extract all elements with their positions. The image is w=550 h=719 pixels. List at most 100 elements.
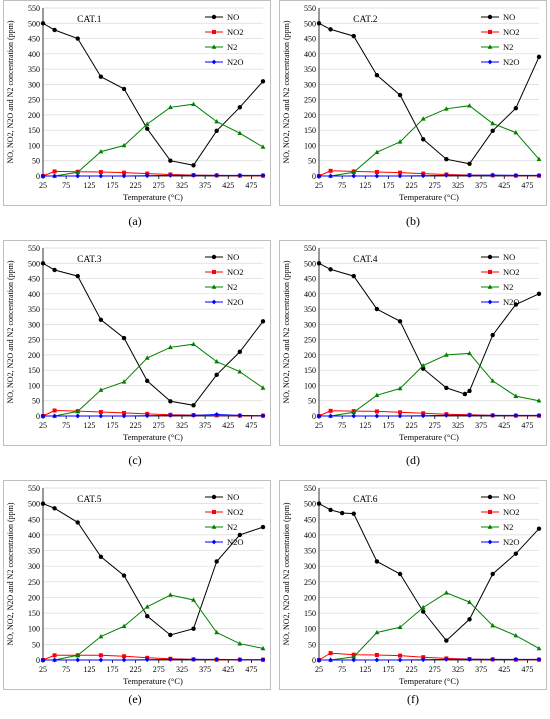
data-point-n2o: [351, 173, 357, 179]
data-point-n2: [374, 149, 380, 154]
legend-marker-no2: [212, 270, 216, 274]
legend-entry: NO2: [227, 27, 244, 37]
data-point-no: [351, 33, 356, 39]
data-point-no2: [398, 170, 403, 175]
panel-label: (a): [128, 214, 142, 228]
y-tick-label: 100: [304, 381, 316, 390]
data-point-no2: [52, 169, 57, 174]
data-point-no: [536, 526, 542, 531]
data-point-no2: [122, 410, 127, 415]
data-point-no2: [122, 170, 127, 175]
data-point-n2: [121, 142, 127, 148]
legend-marker-n2: [487, 284, 493, 289]
x-tick-label: 425: [498, 665, 510, 674]
x-tick-label: 425: [498, 181, 510, 190]
data-point-no: [214, 559, 219, 564]
legend-entry: NO2: [503, 267, 520, 277]
x-tick-label: 325: [452, 421, 464, 430]
data-point-no: [237, 532, 243, 538]
x-tick-label: 225: [406, 665, 418, 674]
data-point-no2: [328, 651, 333, 656]
data-point-n2: [397, 139, 403, 144]
x-tick-label: 475: [521, 421, 533, 430]
legend-entry: NO: [503, 492, 515, 502]
data-point-no: [260, 319, 266, 324]
data-point-n2o: [467, 656, 472, 662]
data-point-n2: [191, 101, 196, 107]
data-point-no: [145, 614, 150, 619]
data-point-no: [214, 128, 219, 133]
x-axis-label: Temperature (°C): [399, 192, 459, 202]
data-point-no: [397, 319, 403, 324]
y-tick-label: 450: [28, 275, 40, 284]
x-tick-label: 25: [39, 181, 47, 190]
y-tick-label: 500: [28, 259, 40, 268]
legend-entry: NO: [227, 252, 239, 262]
x-tick-label: 75: [62, 421, 70, 430]
y-tick-label: 550: [28, 244, 40, 253]
data-point-n2: [467, 599, 472, 604]
y-tick-label: 150: [28, 366, 40, 375]
data-point-no: [145, 126, 150, 131]
y-tick-label: 400: [304, 531, 316, 540]
legend-marker-no: [211, 14, 217, 20]
y-tick-label: 550: [304, 484, 316, 493]
data-point-no: [444, 157, 449, 162]
data-point-no: [444, 385, 449, 391]
legend-marker-n2o: [211, 539, 217, 545]
data-point-n2o: [513, 412, 519, 418]
x-tick-label: 375: [475, 421, 487, 430]
y-tick-label: 450: [28, 35, 40, 44]
y-tick-label: 300: [304, 320, 316, 329]
x-tick-label: 125: [83, 665, 95, 674]
x-tick-label: 175: [382, 665, 394, 674]
data-point-n2: [144, 355, 150, 360]
data-point-n2: [214, 119, 220, 124]
y-tick-label: 500: [304, 500, 316, 509]
x-tick-label: 275: [153, 421, 165, 430]
data-point-n2: [397, 385, 403, 391]
data-point-no: [75, 273, 80, 279]
legend-entry: NO: [503, 12, 515, 22]
data-point-n2: [237, 641, 243, 646]
chart-panel-1: 0 50 100 150 200 250 300 350 400 450 500 550 25 75 125…: [3, 0, 271, 206]
data-point-n2o: [420, 173, 426, 179]
legend-marker-n2: [487, 44, 493, 49]
data-point-n2: [214, 359, 220, 364]
x-tick-label: 225: [130, 665, 142, 674]
data-point-no2: [421, 411, 426, 416]
y-tick-label: 350: [28, 547, 40, 556]
x-tick-label: 375: [199, 665, 211, 674]
data-point-no: [513, 302, 519, 307]
x-tick-label: 275: [429, 181, 441, 190]
x-tick-label: 225: [406, 421, 418, 430]
y-tick-label: 50: [308, 397, 316, 406]
data-point-no: [191, 163, 196, 168]
y-tick-label: 250: [304, 336, 316, 345]
data-point-n2o: [121, 173, 127, 179]
data-point-n2o: [351, 657, 357, 663]
data-point-no: [316, 261, 322, 266]
y-tick-label: 350: [304, 305, 316, 314]
y-tick-label: 250: [28, 96, 40, 105]
chart-panel-5: 0 50 100 150 200 250 300 350 400 450 500 550 25 75 125…: [3, 480, 271, 690]
x-axis-label: Temperature (°C): [399, 432, 459, 442]
y-tick-label: 150: [304, 366, 316, 375]
data-point-no: [328, 507, 333, 513]
y-tick-label: 300: [304, 562, 316, 571]
data-point-no: [351, 511, 356, 516]
x-tick-label: 275: [429, 665, 441, 674]
x-tick-label: 25: [315, 665, 323, 674]
data-point-n2: [374, 392, 380, 398]
legend-entry: N2O: [227, 57, 244, 67]
data-point-no: [467, 388, 472, 394]
data-point-n2o: [443, 172, 449, 178]
y-tick-label: 100: [304, 141, 316, 150]
data-point-no: [260, 524, 266, 530]
data-point-no: [145, 378, 150, 384]
data-point-n2: [167, 104, 173, 110]
data-point-n2o: [490, 172, 496, 178]
data-point-no: [339, 510, 345, 516]
x-tick-label: 75: [338, 181, 346, 190]
